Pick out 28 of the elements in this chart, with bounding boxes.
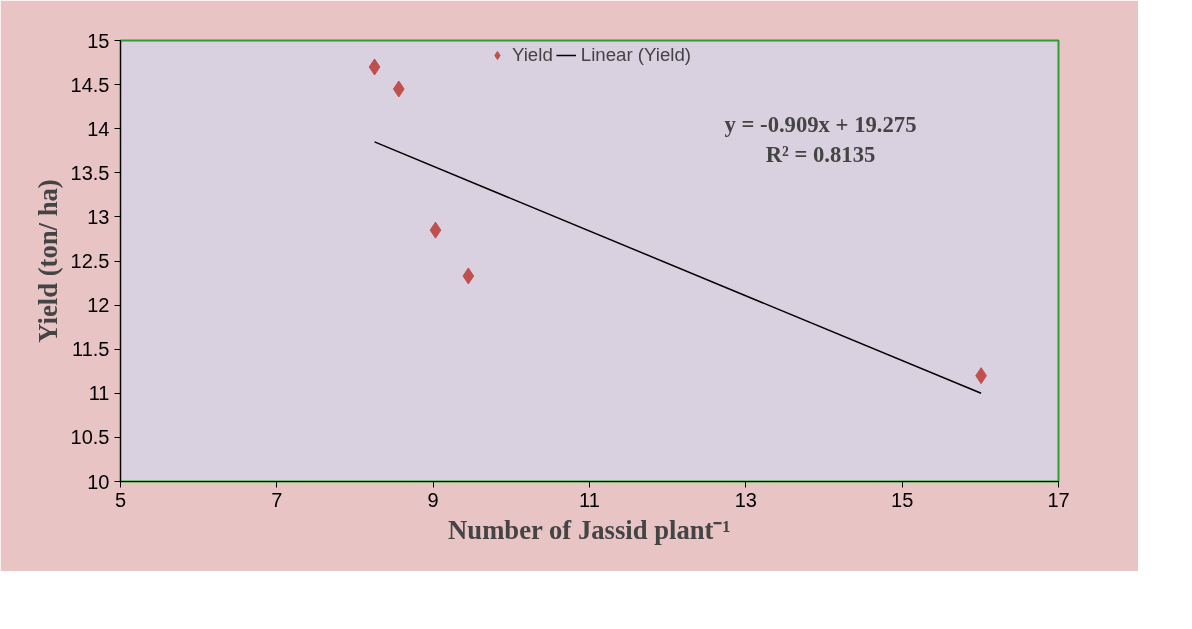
x-tick-label: 9 [427,488,439,511]
point [429,221,442,239]
legend-label: Yield [511,44,553,66]
x-tick-label: 15 [891,488,914,511]
x-tick-label: 17 [1047,488,1070,511]
y-tick-label: 11 [88,382,110,405]
y-tick-label: 12.5 [70,250,110,272]
x-tick-label: 7 [271,488,283,511]
y-tick-label: 15 [87,29,110,52]
y-tick-label: 10 [87,470,110,493]
annotation: y = -0.909x + 19.275 [724,111,917,137]
x-tick-label: 5 [114,488,127,511]
point [392,80,405,98]
y-tick-label: 13.5 [70,161,110,184]
x-tick-label: 13 [734,488,757,511]
y-tick-label: 14.5 [70,73,110,96]
legend-label: Linear (Yield) [580,44,692,66]
x-axis-title: Number of Jassid plant⁻¹ [448,514,731,545]
y-tick-label: 13 [87,205,110,228]
y-tick-label: 12 [87,294,110,317]
point [368,58,381,76]
y-axis-title: Yield (ton/ ha) [32,179,63,343]
y-tick-label: 10.5 [70,426,110,449]
annotation: R² = 0.8135 [765,141,876,167]
x-tick-label: 11 [579,488,600,511]
y-tick-label: 14 [87,117,110,140]
y-tick-label: 11.5 [72,338,110,361]
point [462,267,475,285]
